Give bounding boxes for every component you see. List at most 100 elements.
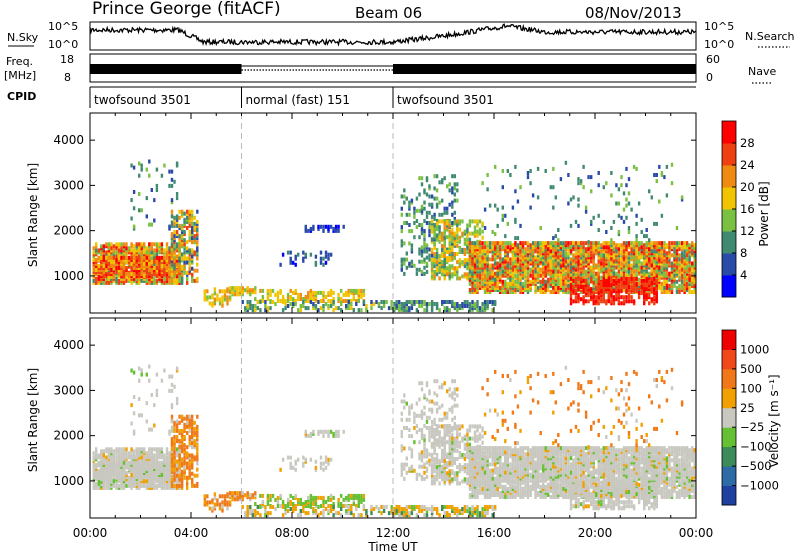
range-gate-cell	[135, 270, 138, 275]
range-gate-cell	[685, 288, 689, 292]
range-gate-cell	[653, 259, 656, 264]
range-gate-cell	[632, 269, 636, 274]
range-gate-cell	[680, 259, 684, 264]
range-gate-cell	[241, 300, 244, 304]
range-gate-cell	[130, 255, 133, 260]
range-gate-cell	[534, 241, 537, 246]
range-gate-cell	[443, 219, 446, 223]
range-gate-cell	[582, 245, 585, 250]
range-gate-cell	[400, 306, 403, 311]
range-gate-cell	[526, 275, 530, 280]
range-gate-cell	[473, 219, 477, 224]
range-gate-cell	[529, 169, 532, 173]
range-gate-cell	[663, 175, 666, 180]
range-gate-cell	[143, 261, 146, 266]
range-gate-cell	[637, 259, 641, 264]
range-gate-cell	[451, 204, 454, 209]
y-tick-label: 3000	[53, 178, 84, 192]
range-gate-cell	[506, 259, 509, 264]
range-gate-cell	[483, 306, 487, 311]
range-gate-cell	[158, 242, 161, 247]
range-gate-cell	[483, 245, 487, 250]
range-gate-cell	[441, 262, 444, 267]
range-gate-cell	[102, 264, 105, 268]
range-gate-cell	[408, 204, 411, 209]
range-gate-cell	[557, 288, 560, 292]
range-gate-cell	[630, 295, 633, 300]
range-gate-cell	[110, 274, 113, 279]
range-gate-cell	[438, 200, 441, 205]
range-gate-cell	[471, 259, 474, 264]
range-gate-cell	[413, 214, 416, 219]
range-gate-cell	[597, 276, 600, 281]
range-gate-cell	[627, 280, 631, 285]
range-gate-cell	[693, 253, 696, 258]
range-gate-cell	[524, 265, 527, 270]
range-gate-cell	[504, 259, 507, 264]
range-gate-cell	[466, 304, 469, 308]
range-gate-cell	[516, 199, 520, 204]
range-gate-cell	[418, 176, 421, 181]
range-gate-cell	[691, 277, 694, 282]
range-gate-cell	[188, 262, 191, 267]
range-gate-cell	[645, 228, 648, 232]
range-gate-cell	[143, 270, 146, 275]
range-gate-cell	[398, 300, 401, 304]
range-gate-cell	[451, 274, 454, 279]
range-gate-cell	[549, 290, 552, 294]
range-gate-cell	[107, 447, 111, 452]
range-gate-cell	[529, 267, 532, 272]
range-gate-cell	[130, 477, 133, 482]
range-gate-cell	[675, 285, 679, 290]
range-gate-cell	[466, 266, 469, 271]
range-gate-cell	[127, 274, 131, 279]
range-gate-cell	[233, 288, 237, 293]
range-gate-cell	[178, 242, 181, 247]
range-gate-cell	[620, 175, 623, 180]
range-gate-cell	[120, 481, 123, 486]
range-gate-cell	[168, 224, 171, 229]
range-gate-cell	[488, 257, 492, 262]
range-gate-cell	[105, 264, 108, 268]
range-gate-cell	[193, 278, 196, 283]
range-gate-cell	[403, 308, 406, 313]
range-gate-cell	[645, 249, 648, 254]
range-gate-cell	[196, 276, 199, 281]
range-gate-cell	[138, 257, 141, 262]
range-gate-cell	[425, 269, 429, 274]
range-gate-cell	[663, 285, 666, 290]
range-gate-cell	[100, 479, 103, 484]
range-gate-cell	[355, 302, 358, 306]
range-gate-cell	[635, 166, 638, 171]
range-gate-cell	[473, 302, 477, 306]
range-gate-cell	[115, 270, 118, 275]
range-gate-cell	[127, 481, 131, 486]
range-gate-cell	[148, 255, 151, 260]
range-gate-cell	[112, 453, 116, 458]
range-gate-cell	[218, 301, 222, 306]
range-gate-cell	[688, 255, 691, 260]
range-gate-cell	[602, 245, 605, 250]
range-gate-cell	[567, 241, 570, 246]
range-gate-cell	[630, 265, 633, 270]
range-gate-cell	[582, 185, 585, 190]
range-gate-cell	[610, 283, 613, 287]
range-gate-cell	[536, 255, 540, 260]
range-gate-cell	[635, 221, 638, 226]
range-gate-cell	[415, 219, 419, 223]
range-gate-cell	[680, 279, 684, 284]
range-gate-cell	[140, 254, 143, 259]
range-gate-cell	[547, 271, 550, 276]
range-gate-cell	[625, 283, 628, 287]
range-gate-cell	[312, 224, 315, 229]
range-gate-cell	[675, 226, 679, 230]
range-gate-cell	[138, 254, 141, 259]
range-gate-cell	[663, 243, 666, 248]
range-gate-cell	[312, 297, 315, 301]
range-gate-cell	[587, 251, 590, 256]
range-gate-cell	[577, 276, 580, 281]
range-gate-cell	[632, 164, 636, 169]
range-gate-cell	[514, 249, 517, 254]
range-gate-cell	[451, 264, 454, 269]
range-gate-cell	[420, 259, 424, 264]
